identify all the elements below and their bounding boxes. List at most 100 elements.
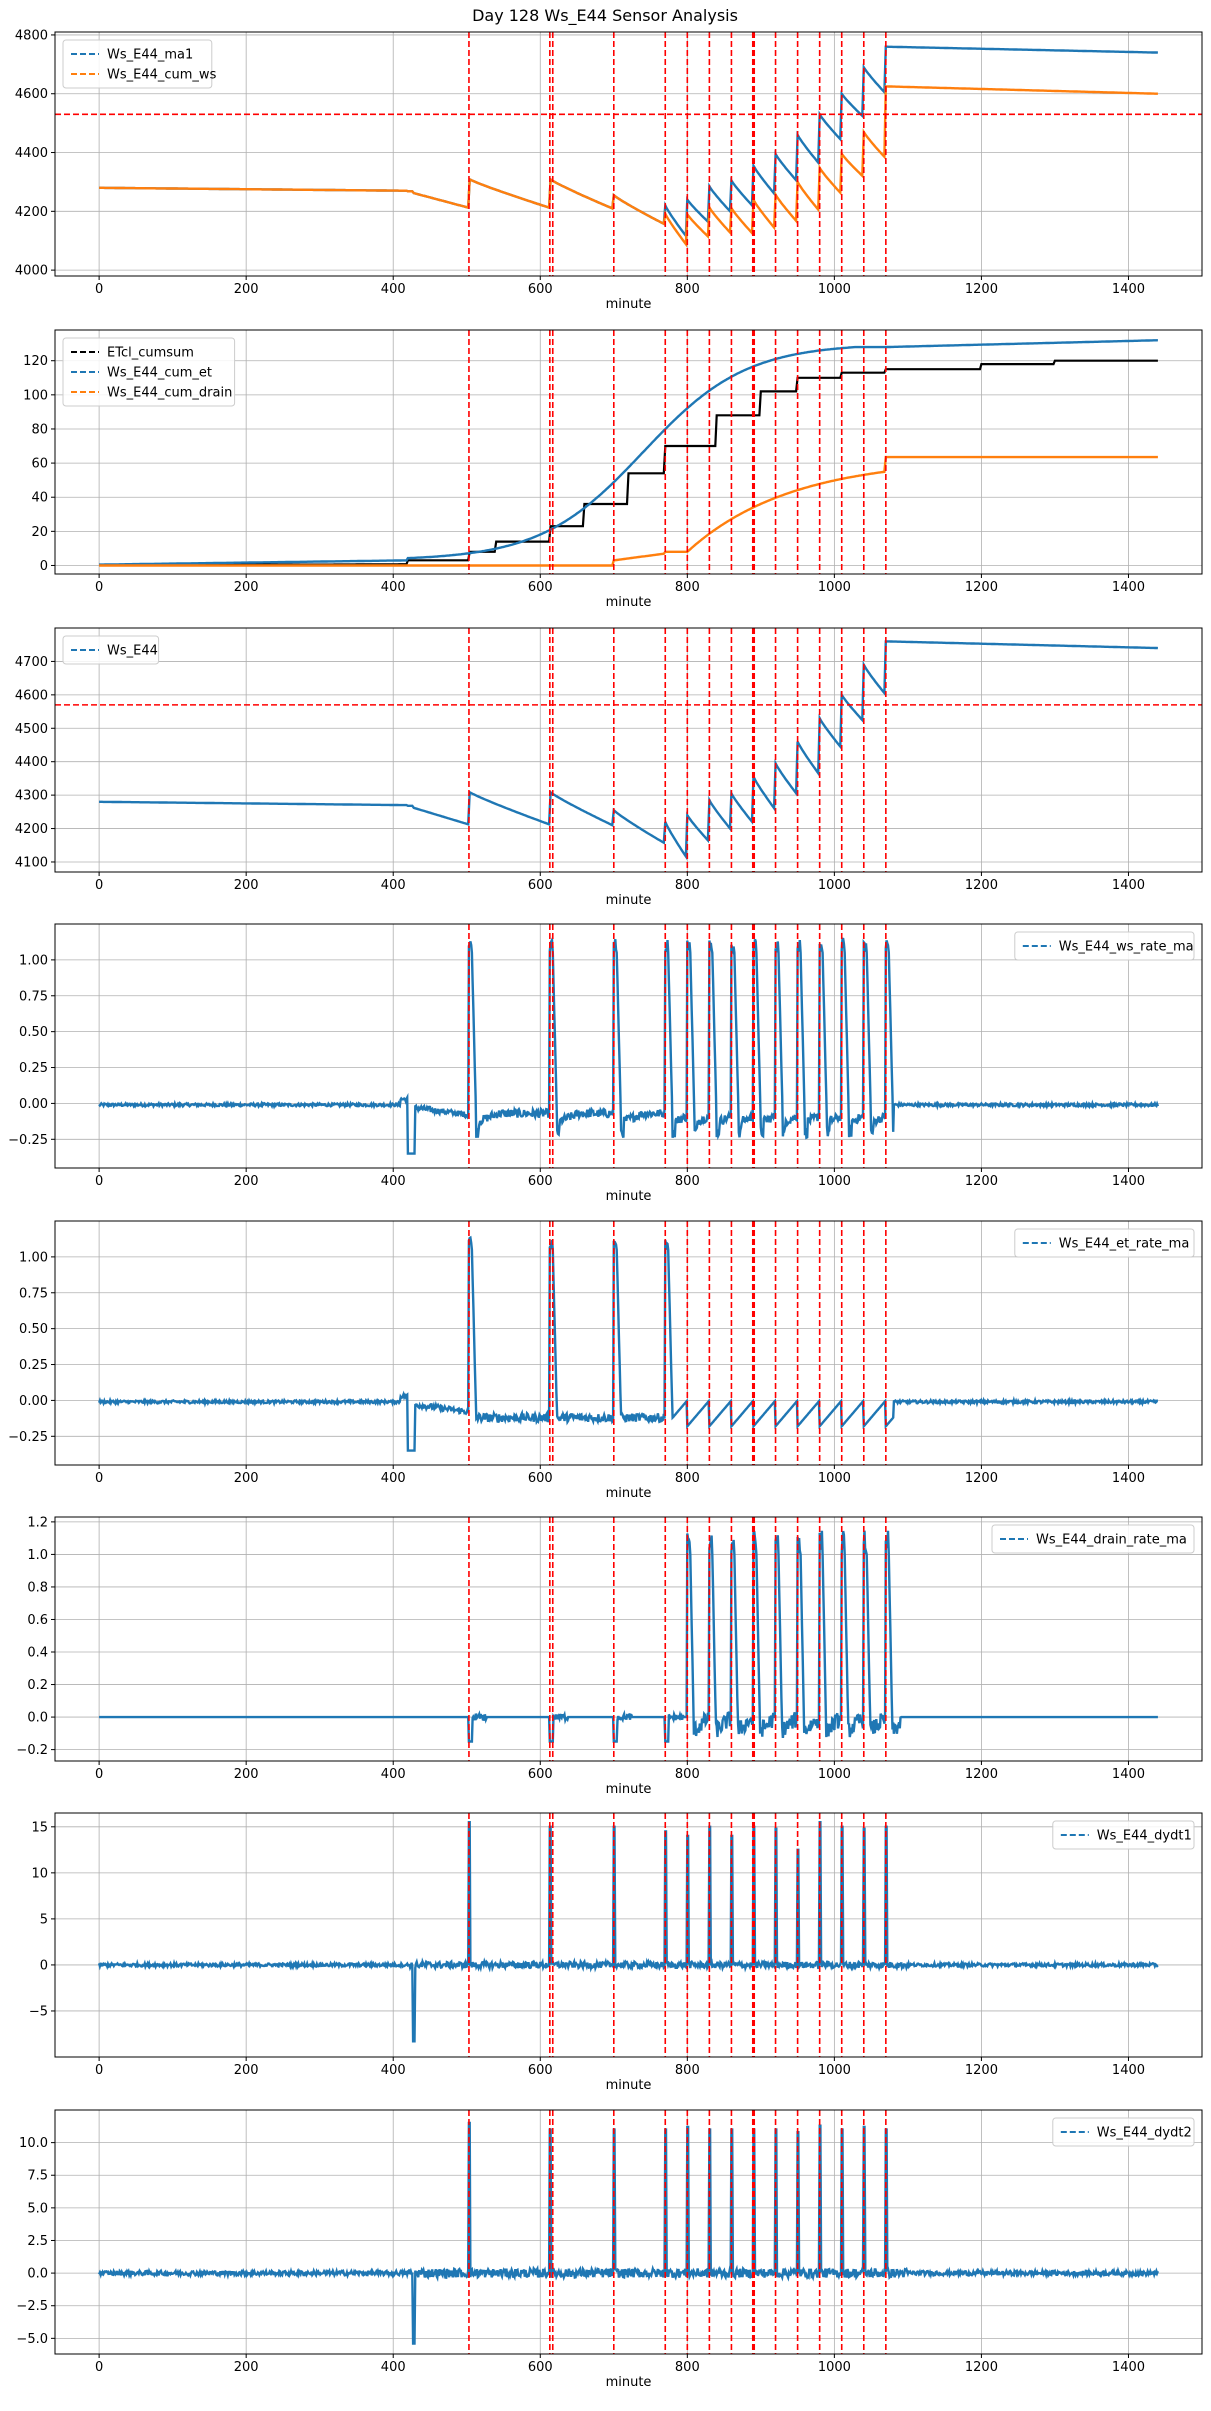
y-tick-label: 0 [40,559,48,574]
y-tick-label: 0.0 [27,2267,48,2282]
legend: ETcl_cumsum Ws_E44_cum_et Ws_E44_cum_drain [62,337,236,407]
y-tick-label: 20 [31,525,48,540]
y-tick-label: 4500 [15,722,48,737]
x-tick-label: 200 [234,282,259,297]
x-tick-label: 800 [675,1174,700,1189]
legend-label: Ws_E44 [107,644,158,659]
x-tick-label: 400 [381,1174,406,1189]
legend-label: ETcl_cumsum [107,346,194,361]
y-tick-label: 2.5 [27,2234,48,2249]
axes-frame [54,329,1203,575]
legend-label: Ws_E44_ma1 [107,48,193,63]
y-tick-label: 4600 [15,87,48,102]
legend-label: Ws_E44_et_rate_ma [1059,1237,1190,1252]
legend-label: Ws_E44_ws_rate_ma [1059,940,1194,955]
y-tick-label: 0.75 [19,1286,48,1301]
series-group [99,1530,1158,1743]
y-tick-label: −5 [29,2004,48,2019]
panel-2: 0 200 400 600 800 1000 1200 1400 minute 0 20 40 60 80… [23,329,1203,610]
x-tick-label: 600 [528,2360,553,2375]
legend-label: Ws_E44_cum_et [107,366,212,381]
y-tick-label: 7.5 [27,2169,48,2184]
x-tick-label: 1000 [818,580,851,595]
panel-6: 0 200 400 600 800 1000 1200 1400 minute −0.2 0.0 0.… [16,1515,1203,1797]
legend-label: Ws_E44_dydt1 [1097,1829,1192,1844]
x-tick-label: 800 [675,1471,700,1486]
axes-frame [54,31,1203,277]
y-tick-label: 0.8 [27,1580,48,1595]
x-axis-label: minute [606,893,652,908]
y-tick-label: 4800 [15,28,48,43]
x-tick-label: 1000 [818,1174,851,1189]
x-tick-label: 1200 [965,2063,998,2078]
y-tick-label: 4000 [15,264,48,279]
y-tick-label: 0.50 [19,1025,48,1040]
y-tick-label: 4100 [15,855,48,870]
x-tick-label: 600 [528,580,553,595]
legend-label: Ws_E44_cum_ws [107,68,217,83]
x-tick-label: 1400 [1112,1767,1145,1782]
y-tick-label: 10.0 [19,2136,48,2151]
series-group [98,935,1160,1155]
series-line-Ws_E44_dydt2 [98,2121,1160,2345]
x-tick-label: 400 [381,878,406,893]
legend-box [1052,1820,1195,1850]
y-tick-label: 4200 [15,822,48,837]
legend-label: Ws_E44_drain_rate_ma [1036,1533,1187,1548]
legend-label: Ws_E44_dydt2 [1097,2126,1192,2141]
x-tick-label: 400 [381,580,406,595]
x-axis-label: minute [606,1189,652,1204]
x-tick-label: 0 [95,1471,103,1486]
legend-box [1014,931,1195,961]
y-tick-label: 4200 [15,205,48,220]
x-axis-label: minute [606,1782,652,1797]
x-tick-label: 0 [95,2360,103,2375]
x-tick-label: 1000 [818,878,851,893]
y-tick-label: −2.5 [16,2299,48,2314]
y-tick-label: 60 [31,457,48,472]
y-tick-label: 100 [23,388,48,403]
y-tick-label: −5.0 [16,2332,48,2347]
axes-frame [54,1812,1203,2058]
x-tick-label: 200 [234,1471,259,1486]
x-tick-label: 600 [528,1767,553,1782]
legend-box [62,635,160,665]
x-tick-label: 1000 [818,2063,851,2078]
series-line-Ws_E44_et_rate_ma [97,1235,1159,1452]
y-tick-label: 4400 [15,755,48,770]
x-tick-label: 1200 [965,2360,998,2375]
series-group [99,640,1158,861]
series-line-Ws_E44_ma1 [99,45,1158,240]
x-tick-label: 0 [95,580,103,595]
x-tick-label: 1400 [1112,580,1145,595]
legend: Ws_E44_dydt2 [1052,2117,1195,2147]
series-line-Ws_E44_dydt1 [97,1821,1159,2043]
x-axis-label: minute [606,1486,652,1501]
x-tick-label: 600 [528,878,553,893]
y-tick-label: 0.4 [27,1646,48,1661]
panel-3: 0 200 400 600 800 1000 1200 1400 minute 4100 4200 4… [15,627,1203,908]
x-tick-label: 1400 [1112,1471,1145,1486]
series-group [99,45,1158,248]
y-tick-label: 0.75 [19,989,48,1004]
y-tick-label: 0.25 [19,1061,48,1076]
series-line-Ws_E44_drain_rate_ma [99,1530,1158,1743]
x-tick-label: 0 [95,2063,103,2078]
series-group [97,1235,1159,1452]
panels: 0 200 400 600 800 1000 1200 1400minute400042004… [8,28,1203,2390]
x-tick-label: 200 [234,878,259,893]
x-tick-label: 800 [675,2063,700,2078]
x-tick-label: 1000 [818,1471,851,1486]
series-group [98,2121,1160,2345]
x-tick-label: 1400 [1112,282,1145,297]
y-tick-label: 0 [40,1958,48,1973]
axes-frame [54,1516,1203,1762]
x-tick-label: 400 [381,2360,406,2375]
x-tick-label: 1000 [818,2360,851,2375]
series-line-Ws_E44_cum_et [99,339,1158,566]
x-tick-label: 1000 [818,282,851,297]
y-tick-label: −0.25 [8,1133,48,1148]
x-tick-label: 800 [675,1767,700,1782]
y-tick-label: 5 [40,1912,48,1927]
y-tick-label: 0.2 [27,1678,48,1693]
